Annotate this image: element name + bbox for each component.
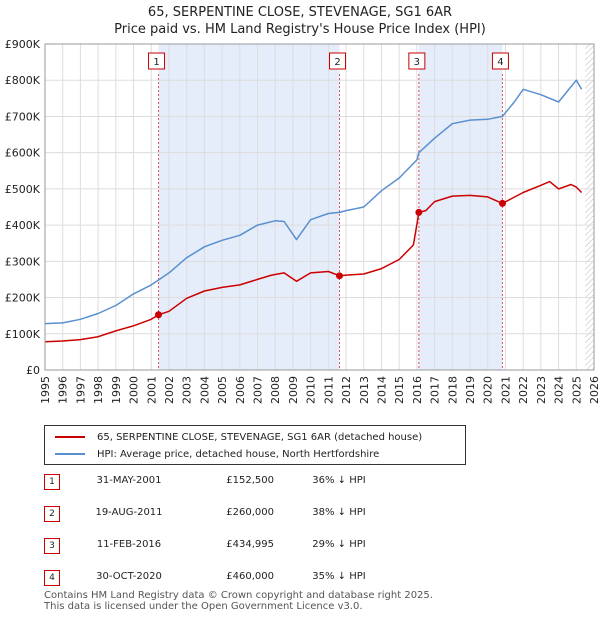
transaction-date: 19-AUG-2011 bbox=[95, 507, 163, 518]
table-row: 4 30-OCT-2020 £460,000 35% ↓ HPI bbox=[44, 570, 404, 586]
legend-swatch-hpi bbox=[55, 453, 85, 455]
transaction-date: 31-MAY-2001 bbox=[96, 475, 162, 486]
x-tick-label: 2012 bbox=[340, 376, 353, 404]
transaction-label-box bbox=[491, 52, 509, 70]
x-tick-label: 2002 bbox=[163, 376, 176, 404]
x-tick-label: 2019 bbox=[464, 376, 477, 404]
transaction-point bbox=[155, 311, 163, 319]
x-tick-label: 2009 bbox=[287, 376, 300, 404]
x-tick-label: 2024 bbox=[553, 376, 566, 404]
chart-title: 65, SERPENTINE CLOSE, STEVENAGE, SG1 6AR… bbox=[0, 4, 600, 38]
table-row: 3 11-FEB-2016 £434,995 29% ↓ HPI bbox=[44, 538, 404, 554]
transaction-badge: 1 bbox=[44, 474, 60, 490]
footer-line-1: Contains HM Land Registry data © Crown c… bbox=[44, 590, 433, 601]
x-tick-label: 2006 bbox=[234, 376, 247, 404]
x-tick-label: 2010 bbox=[305, 376, 318, 404]
transaction-price: £152,500 bbox=[226, 475, 274, 486]
transaction-price: £460,000 bbox=[226, 571, 274, 582]
transaction-hpi: 36% ↓ HPI bbox=[312, 475, 366, 486]
transaction-label-box bbox=[329, 52, 347, 70]
transaction-label-box bbox=[148, 52, 166, 70]
x-tick-label: 2022 bbox=[517, 376, 530, 404]
x-tick-label: 2008 bbox=[269, 376, 282, 404]
hpi-line bbox=[44, 79, 583, 325]
price-chart: 1 2 3 4 £0 £100K £200K £300K £400K £500K £600K £700… bbox=[5, 38, 600, 404]
transaction-price: £434,995 bbox=[226, 539, 274, 550]
table-row: 2 19-AUG-2011 £260,000 38% ↓ HPI bbox=[44, 506, 404, 522]
x-tick-label: 2016 bbox=[411, 376, 424, 404]
footer: Contains HM Land Registry data © Crown c… bbox=[44, 590, 433, 612]
y-tick-label: £300K bbox=[5, 255, 41, 268]
transaction-label-box bbox=[408, 52, 426, 70]
y-tick-label: £700K bbox=[5, 110, 41, 123]
transaction-badge: 2 bbox=[44, 506, 60, 522]
x-tick-label: 2015 bbox=[393, 376, 406, 404]
title-line-2: Price paid vs. HM Land Registry's House … bbox=[114, 22, 486, 37]
x-tick-label: 2026 bbox=[588, 376, 600, 404]
transaction-price: £260,000 bbox=[226, 507, 274, 518]
transaction-label: 1 bbox=[153, 57, 159, 68]
y-tick-label: £600K bbox=[5, 147, 41, 160]
y-tick-label: £900K bbox=[5, 38, 41, 51]
transaction-hpi: 29% ↓ HPI bbox=[312, 539, 366, 550]
x-tick-label: 1997 bbox=[74, 376, 87, 404]
transaction-date: 30-OCT-2020 bbox=[96, 571, 162, 582]
y-tick-label: £100K bbox=[5, 328, 41, 341]
x-tick-label: 2020 bbox=[482, 376, 495, 404]
x-tick-label: 2017 bbox=[429, 376, 442, 404]
x-tick-label: 2025 bbox=[570, 376, 583, 404]
shaded-period bbox=[158, 44, 340, 370]
x-tick-label: 2003 bbox=[181, 376, 194, 404]
transaction-label: 4 bbox=[497, 57, 503, 68]
transaction-date: 11-FEB-2016 bbox=[96, 539, 162, 550]
transaction-point bbox=[498, 199, 506, 207]
x-tick-label: 2021 bbox=[499, 376, 512, 404]
y-tick-label: £200K bbox=[5, 292, 41, 305]
footer-line-2: This data is licensed under the Open Gov… bbox=[44, 601, 363, 612]
transaction-point bbox=[336, 272, 344, 280]
x-tick-label: 2007 bbox=[252, 376, 265, 404]
x-tick-label: 2011 bbox=[322, 376, 335, 404]
transaction-hpi: 38% ↓ HPI bbox=[312, 507, 366, 518]
legend-label-price: 65, SERPENTINE CLOSE, STEVENAGE, SG1 6AR… bbox=[97, 431, 423, 443]
x-tick-label: 2000 bbox=[128, 376, 141, 404]
transaction-point bbox=[415, 208, 423, 216]
transaction-badge: 3 bbox=[44, 538, 60, 554]
y-tick-label: £500K bbox=[5, 183, 41, 196]
x-tick-label: 2004 bbox=[198, 376, 211, 404]
x-tick-label: 1996 bbox=[57, 376, 70, 404]
shaded-period bbox=[418, 44, 503, 370]
x-tick-label: 1998 bbox=[92, 376, 105, 404]
table-row: 1 31-MAY-2001 £152,500 36% ↓ HPI bbox=[44, 474, 404, 490]
y-tick-label: £400K bbox=[5, 219, 41, 232]
transaction-label: 2 bbox=[334, 57, 340, 68]
legend-swatch-price bbox=[55, 436, 85, 438]
x-tick-label: 2018 bbox=[446, 376, 459, 404]
x-tick-label: 2013 bbox=[358, 376, 371, 404]
y-tick-label: £800K bbox=[5, 74, 41, 87]
transaction-label: 3 bbox=[414, 57, 420, 68]
legend-label-hpi: HPI: Average price, detached house, Nort… bbox=[97, 448, 380, 460]
x-tick-label: 2001 bbox=[145, 376, 158, 404]
forecast-hatch bbox=[585, 44, 594, 370]
legend: 65, SERPENTINE CLOSE, STEVENAGE, SG1 6AR… bbox=[44, 425, 466, 465]
transaction-badge: 4 bbox=[44, 570, 60, 586]
plot-border bbox=[44, 43, 595, 371]
legend-item-price: 65, SERPENTINE CLOSE, STEVENAGE, SG1 6AR… bbox=[55, 429, 422, 445]
legend-item-hpi: HPI: Average price, detached house, Nort… bbox=[55, 446, 379, 462]
title-line-1: 65, SERPENTINE CLOSE, STEVENAGE, SG1 6AR bbox=[147, 5, 453, 20]
y-tick-label: £0 bbox=[26, 364, 40, 377]
x-tick-label: 2005 bbox=[216, 376, 229, 404]
x-tick-label: 1995 bbox=[39, 376, 52, 404]
x-tick-label: 2023 bbox=[535, 376, 548, 404]
x-tick-label: 2014 bbox=[375, 376, 388, 404]
x-tick-label: 1999 bbox=[110, 376, 123, 404]
transaction-hpi: 35% ↓ HPI bbox=[312, 571, 366, 582]
